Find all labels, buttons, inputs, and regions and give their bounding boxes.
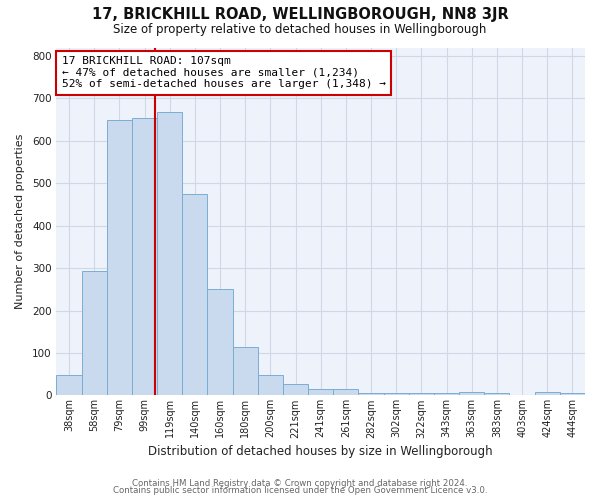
- Bar: [484, 394, 509, 396]
- Bar: [107, 120, 132, 396]
- Bar: [233, 348, 258, 396]
- Text: 17, BRICKHILL ROAD, WELLINGBOROUGH, NN8 3JR: 17, BRICKHILL ROAD, WELLINGBOROUGH, NN8 …: [92, 8, 508, 22]
- Bar: [208, 290, 233, 396]
- Bar: [56, 375, 82, 396]
- Text: Contains public sector information licensed under the Open Government Licence v3: Contains public sector information licen…: [113, 486, 487, 495]
- Text: 17 BRICKHILL ROAD: 107sqm
← 47% of detached houses are smaller (1,234)
52% of se: 17 BRICKHILL ROAD: 107sqm ← 47% of detac…: [62, 56, 386, 90]
- Bar: [132, 118, 157, 396]
- Bar: [334, 389, 358, 396]
- Bar: [157, 112, 182, 396]
- Bar: [283, 384, 308, 396]
- X-axis label: Distribution of detached houses by size in Wellingborough: Distribution of detached houses by size …: [148, 444, 493, 458]
- Text: Size of property relative to detached houses in Wellingborough: Size of property relative to detached ho…: [113, 22, 487, 36]
- Bar: [82, 271, 107, 396]
- Bar: [560, 394, 585, 396]
- Bar: [358, 394, 383, 396]
- Bar: [308, 389, 334, 396]
- Bar: [459, 392, 484, 396]
- Bar: [258, 375, 283, 396]
- Bar: [383, 394, 409, 396]
- Bar: [434, 394, 459, 396]
- Text: Contains HM Land Registry data © Crown copyright and database right 2024.: Contains HM Land Registry data © Crown c…: [132, 478, 468, 488]
- Bar: [182, 194, 208, 396]
- Bar: [535, 392, 560, 396]
- Y-axis label: Number of detached properties: Number of detached properties: [15, 134, 25, 309]
- Bar: [409, 394, 434, 396]
